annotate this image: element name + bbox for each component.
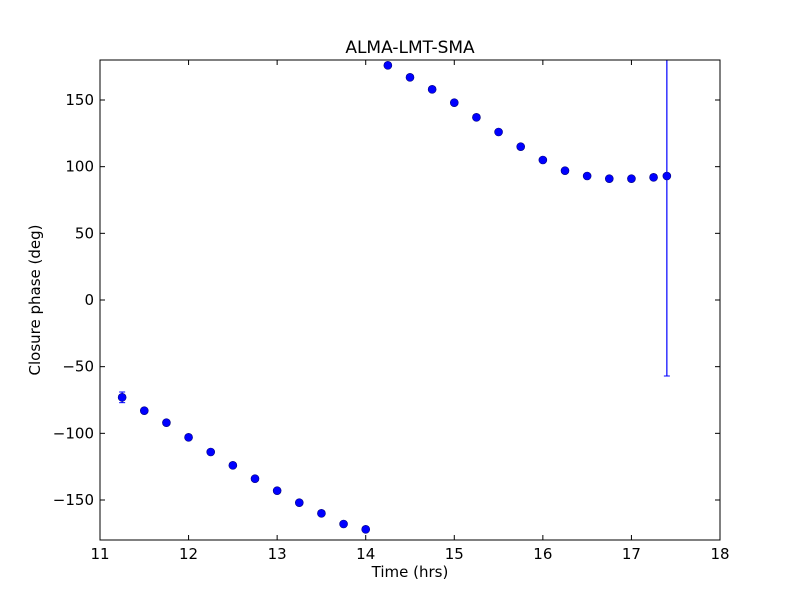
data-point (582, 171, 592, 181)
y-tick-label: 150 (65, 91, 94, 109)
data-point (162, 418, 171, 427)
y-tick-label: 50 (75, 224, 94, 242)
y-tick-label: 0 (84, 291, 94, 309)
x-tick-label: 15 (445, 545, 464, 563)
data-point (472, 113, 481, 122)
y-tick-label: −50 (62, 358, 94, 376)
y-tick-label: −100 (53, 424, 94, 442)
data-point (294, 498, 304, 507)
x-tick-label: 14 (356, 545, 375, 563)
data-point (516, 142, 526, 151)
y-tick-label: 100 (65, 158, 94, 176)
data-point (627, 174, 636, 183)
x-tick-label: 13 (268, 545, 287, 563)
x-tick-label: 17 (622, 545, 641, 563)
data-point (560, 166, 570, 175)
x-tick-label: 12 (179, 545, 198, 563)
chart-title: ALMA-LMT-SMA (345, 38, 475, 58)
data-point (184, 433, 193, 442)
plot-area (117, 60, 672, 534)
data-point (383, 61, 393, 70)
data-point (494, 127, 503, 137)
data-point (250, 474, 260, 483)
y-axis-label: Closure phase (deg) (26, 225, 44, 376)
data-point (649, 173, 658, 182)
x-tick-label: 16 (533, 545, 552, 563)
x-tick-label: 18 (710, 545, 729, 563)
data-point (604, 174, 614, 183)
data-point (427, 85, 437, 94)
data-point (206, 447, 216, 457)
data-point (117, 393, 127, 402)
data-point (538, 155, 548, 165)
data-point (405, 73, 415, 82)
data-point (449, 98, 459, 107)
data-point (361, 525, 371, 534)
x-tick-label: 11 (90, 545, 109, 563)
data-point (317, 509, 326, 518)
axis-ticks: 11 12 13 14 15 16 17 18 −150 −100 −50 0 50 100 150 (53, 60, 730, 563)
data-point (139, 406, 149, 415)
data-point (339, 519, 348, 529)
x-axis-label: Time (hrs) (371, 563, 449, 581)
data-point (272, 486, 282, 495)
data-point (228, 461, 238, 470)
data-point (662, 171, 672, 181)
y-tick-label: −150 (53, 491, 94, 509)
